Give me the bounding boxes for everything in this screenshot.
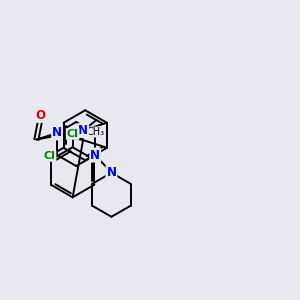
- Text: N: N: [90, 148, 100, 161]
- Text: N: N: [106, 166, 116, 179]
- Text: N: N: [78, 124, 88, 137]
- Text: CH₃: CH₃: [87, 127, 105, 137]
- Text: Cl: Cl: [67, 129, 79, 139]
- Text: Cl: Cl: [44, 151, 56, 161]
- Text: N: N: [52, 127, 62, 140]
- Text: O: O: [35, 109, 45, 122]
